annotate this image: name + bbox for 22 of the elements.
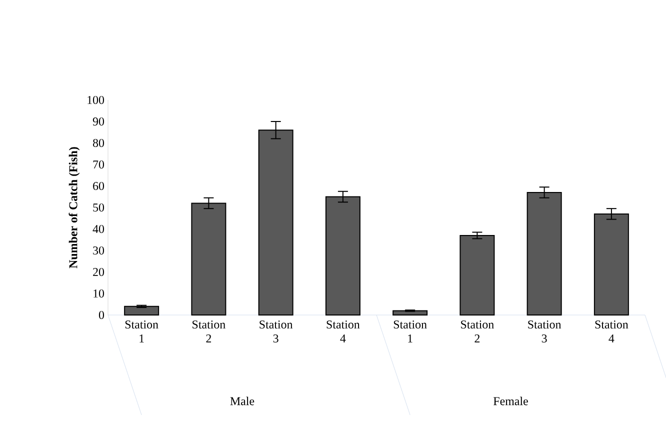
y-axis-title: Number of Catch (Fish) (68, 147, 80, 268)
y-tick-label: 100 (88, 96, 104, 104)
x-tick-label: Station 2 (461, 320, 494, 342)
x-tick-label: Station 3 (528, 320, 562, 342)
x-tick-label: Station 4 (595, 320, 628, 342)
x-tick-label: Station 1 (394, 320, 427, 342)
x-tick-label: Station 3 (260, 320, 293, 342)
y-tick-label: 10 (94, 289, 104, 298)
y-tick-label: 20 (93, 268, 104, 276)
y-tick-label: 90 (92, 117, 104, 126)
text: Male (230, 396, 254, 406)
x-tick-label: Station 4 (326, 320, 360, 342)
y-tick-label: 0 (98, 310, 104, 320)
x-tick-label: Station 2 (192, 320, 226, 342)
y-tick-label: 80 (92, 138, 104, 148)
y-tick-label: 30 (93, 246, 104, 255)
y-tick-label: 40 (92, 224, 104, 234)
y-tick-label: 60 (93, 182, 104, 190)
y-tick-label: 50 (93, 203, 104, 212)
text: Female (494, 396, 528, 406)
x-tick-label: Station 1 (125, 320, 158, 342)
y-tick-label: 70 (93, 160, 104, 169)
